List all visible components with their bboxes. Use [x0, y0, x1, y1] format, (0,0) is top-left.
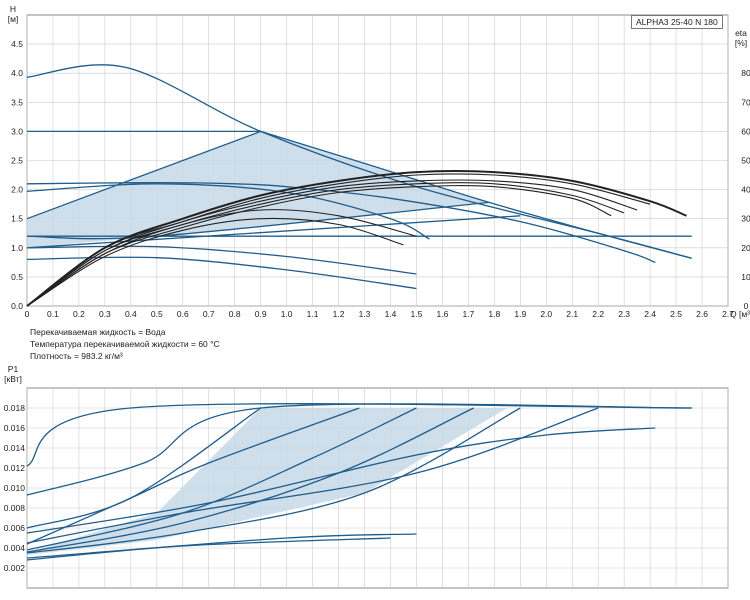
- lower-y-tick-label: 0.018: [4, 403, 26, 413]
- upper-y-right-tick-label: 50: [741, 156, 750, 166]
- upper-x-tick-label: 1.6: [436, 309, 448, 319]
- upper-x-tick-label: 2.1: [566, 309, 578, 319]
- lower-y-axis-label: P1: [8, 364, 19, 374]
- upper-y-left-tick-label: 4.0: [11, 68, 23, 78]
- upper-x-tick-label: 1.9: [514, 309, 526, 319]
- upper-x-tick-label: 2.0: [540, 309, 552, 319]
- upper-x-tick-label: 1.3: [359, 309, 371, 319]
- power-curve: [26, 427, 656, 534]
- upper-y-left-tick-label: 0.0: [11, 301, 23, 311]
- head-curve: [26, 215, 521, 249]
- lower-y-tick-label: 0.012: [4, 463, 26, 473]
- upper-y-left-tick-label: 1.5: [11, 214, 23, 224]
- lower-y-tick-label: 0.006: [4, 523, 26, 533]
- upper-y-left-tick-label: 3.0: [11, 126, 23, 136]
- upper-y-left-axis-unit: [м]: [8, 14, 19, 24]
- efficiency-curve: [26, 217, 404, 307]
- upper-x-tick-label: 2.2: [592, 309, 604, 319]
- upper-x-tick-label: 0.2: [73, 309, 85, 319]
- head-curve: [26, 130, 261, 220]
- upper-x-tick-label: 0: [25, 309, 30, 319]
- info-liquid: Перекачиваемая жидкость = Вода: [30, 327, 166, 337]
- head-curve: [26, 256, 417, 290]
- upper-y-right-axis-label: eta: [735, 28, 747, 38]
- upper-x-tick-label: 2.5: [670, 309, 682, 319]
- upper-x-tick-label: 0.9: [255, 309, 267, 319]
- lower-y-tick-label: 0.010: [4, 483, 26, 493]
- efficiency-curve: [26, 170, 687, 307]
- lower-y-tick-label: 0.008: [4, 503, 26, 513]
- lower-y-tick-label: 0.014: [4, 443, 26, 453]
- upper-y-left-tick-label: 0.5: [11, 272, 23, 282]
- info-temperature: Температура перекачиваемой жидкости = 60…: [30, 339, 220, 349]
- upper-y-left-tick-label: 3.5: [11, 97, 23, 107]
- upper-y-left-tick-label: 4.5: [11, 39, 23, 49]
- head-curve: [26, 201, 490, 240]
- power-curve: [26, 407, 360, 545]
- lower-y-tick-label: 0.004: [4, 543, 26, 553]
- info-density: Плотность = 983.2 кг/м³: [30, 351, 123, 361]
- upper-x-tick-label: 0.7: [203, 309, 215, 319]
- upper-y-left-axis-label: H: [10, 4, 16, 14]
- upper-y-right-tick-label: 80: [741, 68, 750, 78]
- upper-y-right-tick-label: 10: [741, 272, 750, 282]
- power-curve: [26, 403, 692, 496]
- upper-y-right-tick-label: 40: [741, 185, 750, 195]
- upper-y-right-tick-label: 0: [744, 301, 749, 311]
- model-label: ALPHA3 25-40 N 180: [631, 15, 723, 29]
- upper-x-tick-label: 0.6: [177, 309, 189, 319]
- upper-x-tick-label: 1.4: [385, 309, 397, 319]
- upper-x-tick-label: 0.5: [151, 309, 163, 319]
- power-curve: [26, 407, 521, 554]
- upper-x-tick-label: 1.2: [333, 309, 345, 319]
- upper-x-tick-label: 1.8: [488, 309, 500, 319]
- lower-y-axis-unit: [кВт]: [4, 374, 22, 384]
- power-curve: [26, 537, 391, 561]
- upper-x-tick-label: 1.0: [281, 309, 293, 319]
- power-curve: [26, 533, 417, 559]
- head-curve: [26, 183, 430, 240]
- upper-x-tick-label: 1.7: [462, 309, 474, 319]
- upper-operating-region: [27, 131, 490, 248]
- efficiency-curve: [26, 182, 625, 307]
- lower-operating-region: [27, 408, 508, 555]
- efficiency-curve: [26, 209, 417, 307]
- upper-y-right-axis-unit: [%]: [735, 38, 747, 48]
- upper-y-right-tick-label: 60: [741, 126, 750, 136]
- head-curve: [26, 245, 417, 275]
- upper-y-left-tick-label: 2.5: [11, 156, 23, 166]
- efficiency-curve: [26, 173, 651, 307]
- upper-x-tick-label: 0.8: [229, 309, 241, 319]
- upper-x-tick-label: 2.7: [722, 309, 734, 319]
- upper-y-left-tick-label: 1.0: [11, 243, 23, 253]
- upper-x-tick-label: 2.3: [618, 309, 630, 319]
- upper-y-right-tick-label: 20: [741, 243, 750, 253]
- power-curve: [26, 407, 417, 551]
- lower-y-tick-label: 0.016: [4, 423, 26, 433]
- upper-x-axis-label: Q [м³/ч]: [730, 309, 750, 319]
- upper-x-tick-label: 0.1: [47, 309, 59, 319]
- upper-y-left-tick-label: 2.0: [11, 185, 23, 195]
- upper-x-tick-label: 2.4: [644, 309, 656, 319]
- upper-x-tick-label: 1.5: [411, 309, 423, 319]
- upper-y-right-tick-label: 30: [741, 214, 750, 224]
- upper-x-tick-label: 1.1: [307, 309, 319, 319]
- upper-y-right-tick-label: 70: [741, 97, 750, 107]
- power-curve: [26, 407, 599, 544]
- lower-y-tick-label: 0.002: [4, 563, 26, 573]
- upper-x-tick-label: 0.4: [125, 309, 137, 319]
- upper-x-tick-label: 2.6: [696, 309, 708, 319]
- upper-x-tick-label: 0.3: [99, 309, 111, 319]
